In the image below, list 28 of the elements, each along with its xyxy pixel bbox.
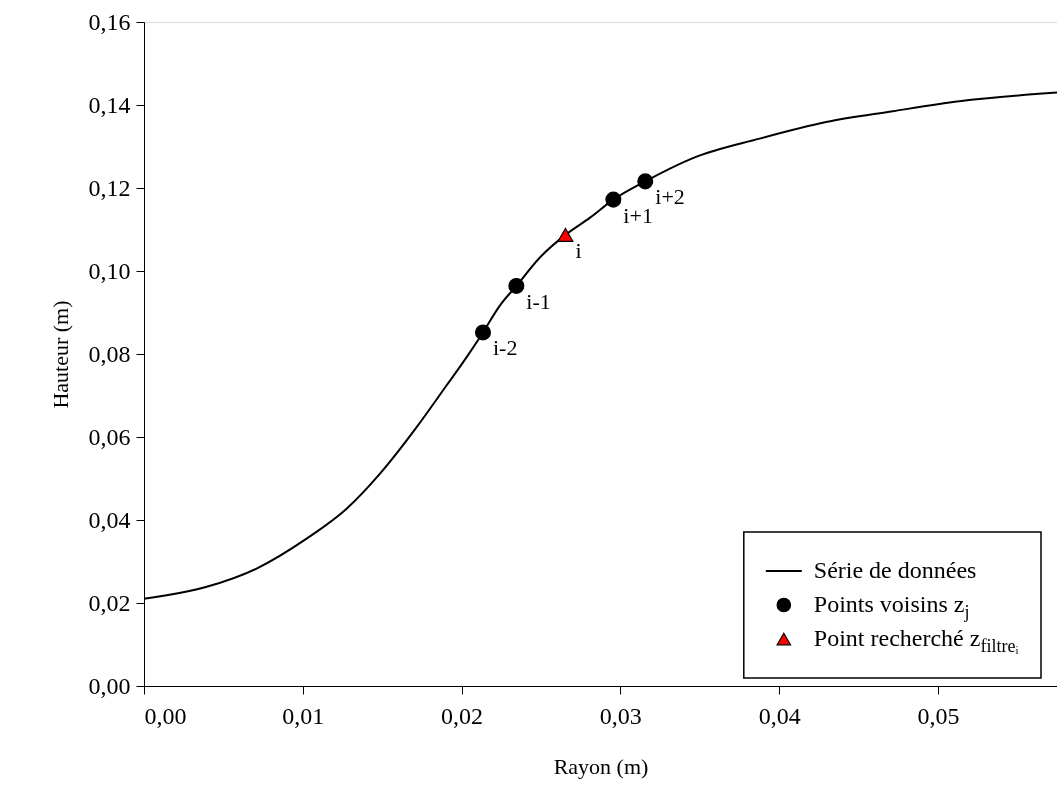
y-tick-label: 0,16 <box>88 8 131 35</box>
y-tick-label: 0,04 <box>88 506 131 533</box>
annotation: i+2 <box>655 184 685 210</box>
point <box>557 227 574 242</box>
y-tick-label: 0,12 <box>88 174 131 201</box>
legend-label: Série de données <box>813 557 977 583</box>
y-axis-title: Hauteur (m) <box>47 300 73 409</box>
point <box>474 324 492 341</box>
point <box>605 191 622 208</box>
x-tick-label: 0,01 <box>282 702 325 729</box>
y-tick-label: 0,02 <box>88 589 131 616</box>
x-axis-title: Rayon (m) <box>553 753 649 779</box>
x-tick-label: 0,03 <box>599 702 642 729</box>
y-tick-label: 0,10 <box>88 257 131 284</box>
y-tick-label: 0,08 <box>88 340 131 367</box>
x-tick-label: 0,05 <box>917 702 960 729</box>
y-tick-label: 0,06 <box>88 423 131 450</box>
x-tick-label: 0,02 <box>441 702 484 729</box>
y-tick-label: 0,00 <box>88 672 131 699</box>
point <box>508 277 525 294</box>
annotation: i-2 <box>493 335 518 361</box>
annotation: i <box>575 237 582 263</box>
x-tick-label: 0,04 <box>758 702 801 729</box>
x-tick-label: 0,00 <box>144 702 187 729</box>
y-tick-label: 0,14 <box>88 91 131 118</box>
annotation: i-1 <box>526 288 551 314</box>
annotation: i+1 <box>623 202 653 228</box>
point <box>637 173 654 190</box>
